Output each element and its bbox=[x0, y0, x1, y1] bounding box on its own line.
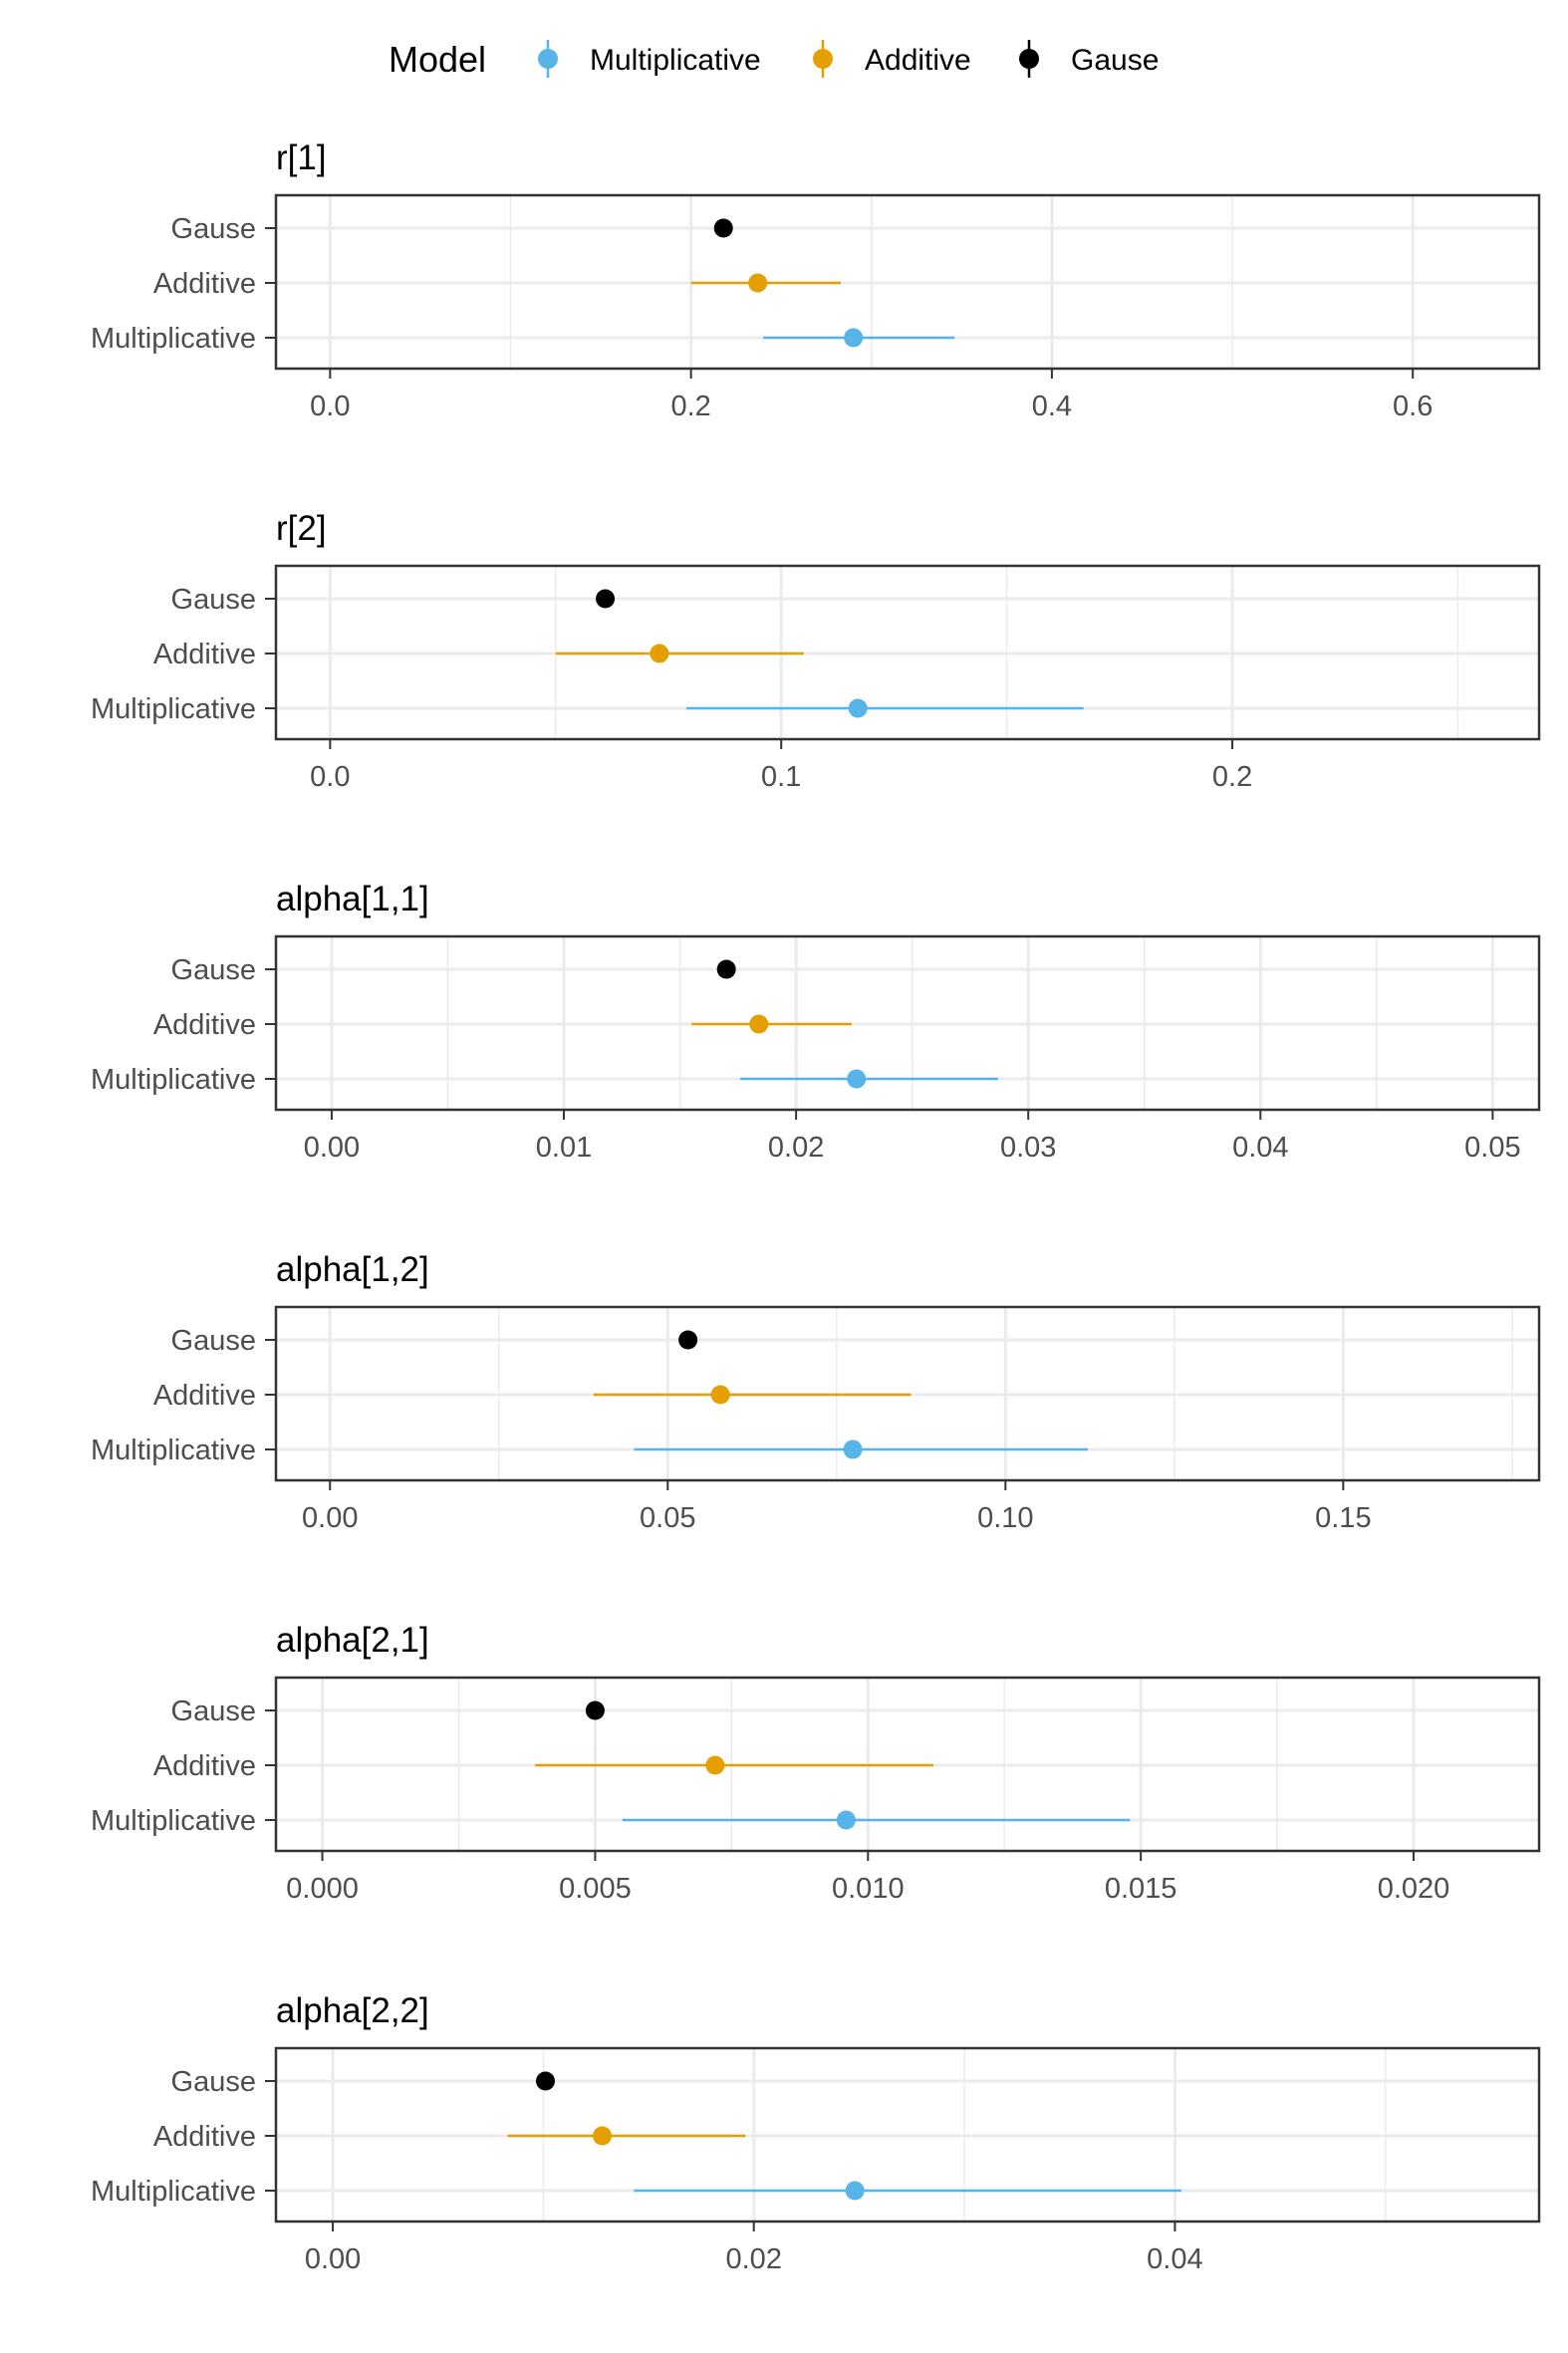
point-additive bbox=[748, 273, 768, 293]
y-tick-label: Additive bbox=[153, 639, 256, 670]
panel-border bbox=[274, 934, 1541, 1112]
panels: r[1] Gause Additive Multiplicative 0.0 0.2 0.4… bbox=[91, 138, 1541, 2275]
x-tick-label: 0.1 bbox=[761, 761, 801, 793]
legend-label: Gause bbox=[1071, 44, 1159, 77]
x-tick-label: 0.00 bbox=[302, 1502, 358, 1534]
x-tick-label: 0.02 bbox=[726, 2243, 782, 2275]
x-tick-label: 0.2 bbox=[1212, 761, 1252, 793]
y-tick-label: Additive bbox=[153, 1750, 256, 1782]
x-tick-label: 0.020 bbox=[1378, 1873, 1450, 1905]
x-tick-label: 0.000 bbox=[286, 1873, 359, 1905]
panel: r[2] Gause Additive Multiplicative 0.0 0.1 0.2 bbox=[91, 509, 1541, 793]
y-tick-label: Gause bbox=[171, 954, 256, 986]
x-tick-label: 0.005 bbox=[559, 1873, 632, 1905]
legend-key-point bbox=[538, 49, 558, 69]
x-tick-label: 0.6 bbox=[1393, 391, 1433, 422]
panel-title: alpha[2,1] bbox=[276, 1621, 429, 1660]
point-multiplicative bbox=[844, 328, 864, 348]
x-tick-label: 0.00 bbox=[305, 2243, 361, 2275]
y-tick-label: Multiplicative bbox=[91, 323, 256, 355]
x-tick-label: 0.05 bbox=[1464, 1132, 1520, 1164]
x-tick-label: 0.03 bbox=[1000, 1132, 1056, 1164]
y-tick-label: Additive bbox=[153, 1380, 256, 1412]
legend-key-point bbox=[1019, 49, 1039, 69]
point-multiplicative bbox=[836, 1810, 856, 1830]
point-gause bbox=[678, 1330, 698, 1350]
y-tick-label: Multiplicative bbox=[91, 1064, 256, 1096]
panel: alpha[1,2] Gause Additive Multiplicative 0.0… bbox=[91, 1250, 1541, 1534]
panel: r[1] Gause Additive Multiplicative 0.0 0.2 0.4… bbox=[91, 138, 1541, 422]
x-tick-label: 0.04 bbox=[1232, 1132, 1288, 1164]
x-tick-label: 0.015 bbox=[1105, 1873, 1177, 1905]
legend-label: Multiplicative bbox=[590, 44, 761, 77]
y-tick-label: Additive bbox=[153, 268, 256, 300]
point-multiplicative bbox=[845, 2181, 865, 2201]
y-tick-label: Multiplicative bbox=[91, 2176, 256, 2208]
panel-border bbox=[274, 564, 1541, 741]
panel-title: alpha[1,1] bbox=[276, 880, 429, 918]
point-multiplicative bbox=[848, 698, 868, 718]
y-tick-label: Multiplicative bbox=[91, 1805, 256, 1837]
panel: alpha[2,2] Gause Additive Multiplicative 0.0… bbox=[91, 1991, 1541, 2275]
point-additive bbox=[705, 1755, 725, 1775]
x-tick-label: 0.0 bbox=[310, 391, 350, 422]
x-tick-label: 0.01 bbox=[536, 1132, 592, 1164]
panel-title: r[2] bbox=[276, 509, 327, 548]
y-tick-label: Additive bbox=[153, 1009, 256, 1041]
legend-title: Model bbox=[389, 39, 486, 80]
panel-border bbox=[274, 1305, 1541, 1482]
x-tick-label: 0.2 bbox=[670, 391, 710, 422]
y-tick-label: Gause bbox=[171, 213, 256, 245]
x-tick-label: 0.15 bbox=[1315, 1502, 1371, 1534]
point-gause bbox=[596, 589, 616, 609]
y-tick-label: Gause bbox=[171, 2066, 256, 2098]
panel-border bbox=[274, 193, 1541, 371]
x-tick-label: 0.02 bbox=[768, 1132, 824, 1164]
x-tick-label: 0.04 bbox=[1147, 2243, 1202, 2275]
legend-label: Additive bbox=[865, 44, 971, 77]
x-tick-label: 0.0 bbox=[310, 761, 350, 793]
point-gause bbox=[585, 1700, 605, 1720]
panel-title: alpha[2,2] bbox=[276, 1991, 429, 2030]
panel-title: alpha[1,2] bbox=[276, 1250, 429, 1289]
x-tick-label: 0.010 bbox=[832, 1873, 905, 1905]
y-tick-label: Multiplicative bbox=[91, 1435, 256, 1466]
x-tick-label: 0.00 bbox=[304, 1132, 360, 1164]
x-tick-label: 0.10 bbox=[977, 1502, 1033, 1534]
point-additive bbox=[710, 1385, 730, 1405]
legend-key-point bbox=[813, 49, 833, 69]
point-multiplicative bbox=[847, 1069, 867, 1089]
y-tick-label: Multiplicative bbox=[91, 693, 256, 725]
point-gause bbox=[536, 2071, 556, 2091]
legend: Model Multiplicative Additive Gause bbox=[389, 39, 1159, 80]
y-tick-label: Gause bbox=[171, 1696, 256, 1727]
point-gause bbox=[716, 959, 736, 979]
panel: alpha[1,1] Gause Additive Multiplicative 0.0… bbox=[91, 880, 1541, 1164]
point-additive bbox=[650, 644, 669, 663]
y-tick-label: Gause bbox=[171, 584, 256, 616]
point-gause bbox=[713, 218, 733, 238]
y-tick-label: Gause bbox=[171, 1325, 256, 1357]
panel-border bbox=[274, 2046, 1541, 2223]
panel: alpha[2,1] Gause Additive Multiplicative 0.0… bbox=[91, 1621, 1541, 1905]
y-tick-label: Additive bbox=[153, 2121, 256, 2153]
point-additive bbox=[593, 2126, 613, 2146]
point-multiplicative bbox=[843, 1439, 863, 1459]
panel-border bbox=[274, 1676, 1541, 1853]
panel-title: r[1] bbox=[276, 138, 327, 177]
point-additive bbox=[749, 1014, 769, 1034]
x-tick-label: 0.05 bbox=[640, 1502, 695, 1534]
x-tick-label: 0.4 bbox=[1032, 391, 1072, 422]
